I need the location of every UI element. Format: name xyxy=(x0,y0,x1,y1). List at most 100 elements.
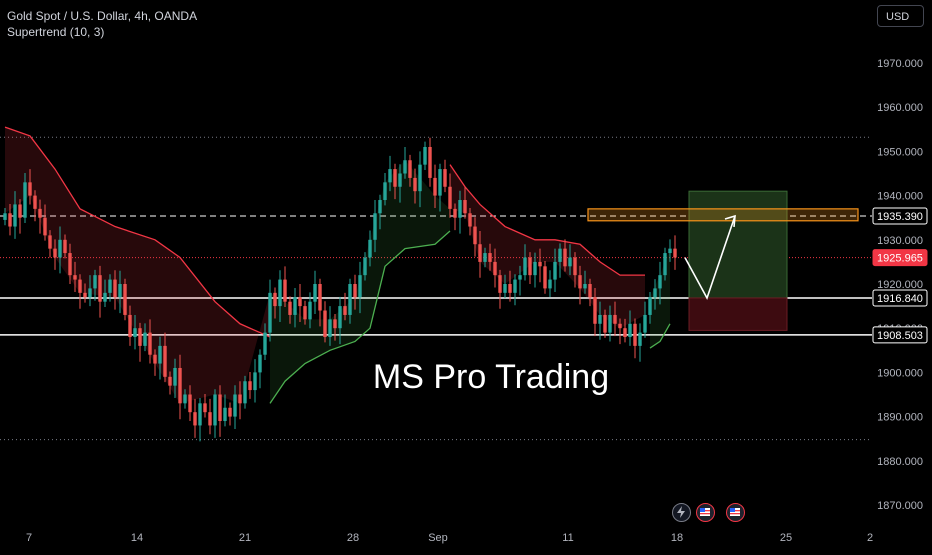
x-tick-label: 7 xyxy=(26,532,32,544)
bullish-candle xyxy=(583,284,587,289)
bullish-candle xyxy=(258,354,262,373)
y-tick-label: 1870.000 xyxy=(877,500,923,512)
x-tick-label: 18 xyxy=(671,532,683,544)
symbol-title[interactable]: Gold Spot / U.S. Dollar, 4h, OANDA xyxy=(7,9,198,23)
projection-arrow xyxy=(684,215,736,300)
bearish-candle xyxy=(273,292,277,307)
bearish-candle xyxy=(288,301,292,315)
us-flag-event-icon[interactable] xyxy=(726,503,745,522)
bearish-candle xyxy=(318,284,322,311)
bullish-candle xyxy=(638,332,642,346)
zones-layer xyxy=(587,190,859,331)
bearish-candle xyxy=(193,412,197,426)
bullish-candle xyxy=(108,279,112,293)
price-tag-support-upper xyxy=(872,289,928,307)
bearish-candle xyxy=(153,354,157,364)
bullish-candle xyxy=(483,253,487,262)
bullish-candle xyxy=(88,288,92,298)
bullish-candle xyxy=(3,213,7,220)
bullish-candle xyxy=(263,332,267,355)
bullish-candle xyxy=(328,319,332,338)
bullish-candle xyxy=(243,381,247,404)
currency-button[interactable]: USD xyxy=(877,5,924,27)
bullish-candle xyxy=(363,257,367,276)
bearish-candle xyxy=(588,284,592,298)
supertrend-fill xyxy=(450,164,645,329)
x-tick-label: 14 xyxy=(131,532,143,544)
stop-zone xyxy=(688,297,788,331)
bullish-candle xyxy=(253,372,257,391)
price-tag-label: 1935.390 xyxy=(877,211,923,223)
indicator-label[interactable]: Supertrend (10, 3) xyxy=(7,25,105,39)
supertrend-down-line xyxy=(449,164,645,276)
bearish-candle xyxy=(488,253,492,262)
bearish-candle xyxy=(563,248,567,267)
projection-arrowhead xyxy=(724,214,736,228)
y-tick-label: 1920.000 xyxy=(877,279,923,291)
bullish-candle xyxy=(23,182,27,218)
bullish-candle xyxy=(388,169,392,183)
bullish-candle xyxy=(58,239,62,258)
y-tick-label: 1960.000 xyxy=(877,102,923,114)
bearish-candle xyxy=(508,284,512,293)
x-tick-label: 2 xyxy=(867,532,873,544)
bearish-candle xyxy=(203,403,207,413)
bullish-candle xyxy=(663,253,667,276)
bullish-candle xyxy=(198,403,202,426)
bullish-candle xyxy=(628,323,632,338)
x-tick-label: 28 xyxy=(347,532,359,544)
x-tick-label: 11 xyxy=(562,532,573,544)
bearish-candle xyxy=(428,146,432,178)
bullish-candle xyxy=(568,257,572,267)
price-axis[interactable]: 1870.0001880.0001890.0001900.0001910.000… xyxy=(877,58,923,512)
bearish-candle xyxy=(498,275,502,293)
bearish-candle xyxy=(443,169,447,187)
bearish-candle xyxy=(528,257,532,276)
bullish-candle xyxy=(438,169,442,196)
bullish-candle xyxy=(373,213,377,240)
bearish-candle xyxy=(98,275,102,302)
bullish-candle xyxy=(143,332,147,346)
price-tag-label: 1908.503 xyxy=(877,330,923,342)
bearish-candle xyxy=(473,226,477,245)
bearish-candle xyxy=(28,182,32,196)
bearish-candle xyxy=(33,195,37,209)
bearish-candle xyxy=(623,328,627,338)
time-axis[interactable]: 7 14 21 28 Sep 11 18 25 2 xyxy=(26,532,873,544)
bearish-candle xyxy=(413,177,417,192)
bearish-candle xyxy=(493,261,497,276)
bearish-candle xyxy=(8,213,12,227)
price-tags-layer: 1935.390 1925.965 1916.840 1908.503 xyxy=(872,207,928,344)
x-tick-label: 25 xyxy=(780,532,792,544)
us-flag-event-icon[interactable] xyxy=(696,503,715,522)
x-tick-label: Sep xyxy=(428,532,448,544)
bearish-candle xyxy=(673,248,677,258)
bullish-candle xyxy=(348,284,352,315)
target-zone xyxy=(688,190,788,299)
bearish-candle xyxy=(448,186,452,209)
bearish-candle xyxy=(168,376,172,386)
bullish-candle xyxy=(643,314,647,333)
bearish-candle xyxy=(228,407,232,417)
bearish-candle xyxy=(453,208,457,218)
bullish-candle xyxy=(608,314,612,333)
bearish-candle xyxy=(478,244,482,262)
bullish-candle xyxy=(548,279,552,289)
lightning-icon[interactable] xyxy=(672,503,691,522)
bullish-candle xyxy=(278,279,282,307)
bullish-candle xyxy=(558,248,562,262)
bearish-candle xyxy=(73,275,77,280)
bullish-candle xyxy=(183,394,187,404)
bullish-candle xyxy=(523,257,527,276)
bearish-candle xyxy=(148,332,152,355)
bearish-candle xyxy=(613,314,617,324)
bullish-candle xyxy=(13,204,17,227)
bearish-candle xyxy=(218,394,222,422)
bearish-candle xyxy=(208,412,212,426)
bullish-candle xyxy=(378,200,382,214)
bullish-candle xyxy=(668,248,672,254)
bearish-candle xyxy=(188,394,192,413)
bearish-candle xyxy=(333,319,337,329)
